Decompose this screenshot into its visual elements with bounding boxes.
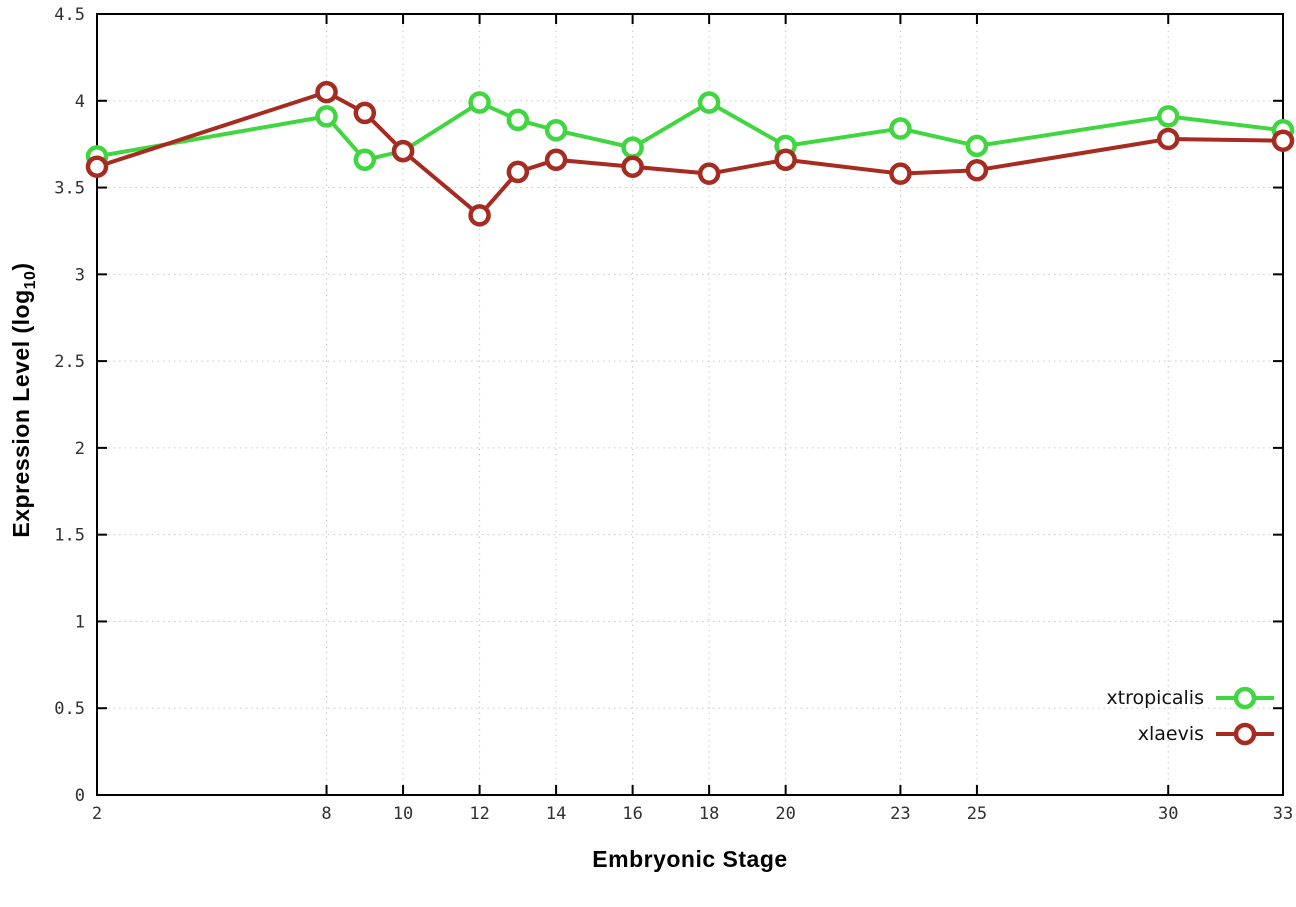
- svg-text:0: 0: [75, 786, 85, 806]
- svg-text:2.5: 2.5: [54, 352, 85, 372]
- svg-text:4: 4: [75, 92, 85, 112]
- legend-label-xlaevis: xlaevis: [1137, 723, 1204, 745]
- svg-text:25: 25: [967, 804, 987, 824]
- legend: xtropicalis xlaevis: [1106, 683, 1276, 749]
- legend-label-xtropicalis: xtropicalis: [1106, 687, 1204, 709]
- svg-text:10: 10: [393, 804, 413, 824]
- y-axis-title-text: Expression Level (log: [8, 289, 35, 538]
- legend-item-xlaevis: xlaevis: [1106, 719, 1276, 749]
- y-axis-title-suffix: ): [8, 262, 35, 271]
- svg-text:12: 12: [469, 804, 489, 824]
- svg-text:3: 3: [75, 265, 85, 285]
- svg-text:0.5: 0.5: [54, 699, 85, 719]
- legend-sample-xlaevis: [1216, 722, 1274, 746]
- svg-text:4.5: 4.5: [54, 5, 85, 25]
- svg-text:20: 20: [775, 804, 795, 824]
- svg-text:18: 18: [699, 804, 719, 824]
- svg-text:16: 16: [622, 804, 642, 824]
- legend-item-xtropicalis: xtropicalis: [1106, 683, 1276, 713]
- svg-text:8: 8: [321, 804, 331, 824]
- svg-text:33: 33: [1273, 804, 1293, 824]
- svg-text:2: 2: [92, 804, 102, 824]
- svg-text:23: 23: [890, 804, 910, 824]
- svg-text:2: 2: [75, 439, 85, 459]
- svg-text:1.5: 1.5: [54, 526, 85, 546]
- svg-text:30: 30: [1158, 804, 1178, 824]
- x-axis-title: Embryonic Stage: [592, 846, 788, 872]
- svg-text:14: 14: [546, 804, 566, 824]
- y-axis-title-subscript: 10: [21, 270, 39, 290]
- y-axis-title: Expression Level (log10): [8, 262, 40, 537]
- legend-sample-xtropicalis: [1216, 686, 1274, 710]
- svg-text:1: 1: [75, 612, 85, 632]
- svg-text:3.5: 3.5: [54, 179, 85, 199]
